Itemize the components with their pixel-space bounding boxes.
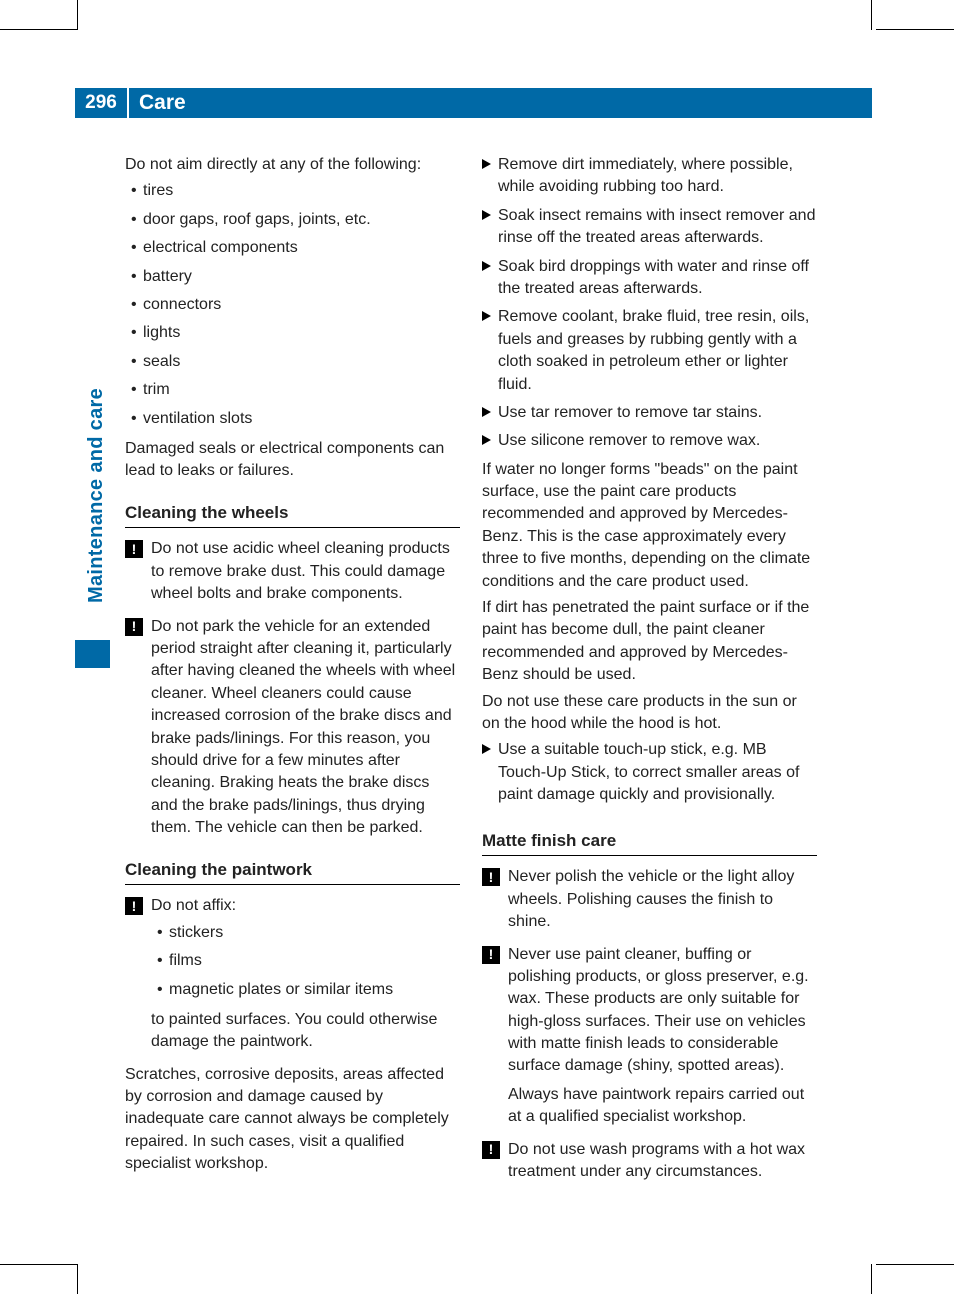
note-para: Never use paint cleaner, buffing or poli…: [508, 946, 809, 1075]
caution-icon: !: [482, 1139, 504, 1184]
step-text: Use a suitable touch-up stick, e.g. MB T…: [498, 739, 817, 806]
note-block: ! Do not park the vehicle for an extende…: [125, 616, 460, 840]
section-rule: [482, 855, 817, 856]
body-text: Do not use these care products in the su…: [482, 691, 817, 736]
note-text: Never use paint cleaner, buffing or poli…: [508, 944, 817, 1129]
page: 296 Care Maintenance and care Do not aim…: [0, 0, 954, 1294]
note-block: ! Never polish the vehicle or the light …: [482, 866, 817, 933]
crop-mark: [876, 29, 954, 30]
note-text: Do not park the vehicle for an extended …: [151, 616, 460, 840]
crop-mark: [876, 1264, 954, 1265]
body-text: If dirt has penetrated the paint surface…: [482, 597, 817, 687]
section-heading: Matte finish care: [482, 829, 817, 853]
caution-icon: !: [125, 538, 147, 605]
column-left: Do not aim directly at any of the follow…: [125, 154, 460, 1193]
note-block: ! Do not use wash programs with a hot wa…: [482, 1139, 817, 1184]
body-text: Do not aim directly at any of the follow…: [125, 154, 460, 176]
note-text: Do not affix: stickers films magnetic pl…: [151, 895, 460, 1053]
list-item: stickers: [151, 922, 460, 944]
step-item: Remove dirt immediately, where possible,…: [482, 154, 817, 199]
list-item: connectors: [125, 294, 460, 316]
note-text: Do not use acidic wheel cleaning product…: [151, 538, 460, 605]
section-heading: Cleaning the paintwork: [125, 858, 460, 882]
note-block: ! Do not use acidic wheel cleaning produ…: [125, 538, 460, 605]
content-area: Do not aim directly at any of the follow…: [125, 154, 922, 1193]
triangle-icon: [482, 159, 498, 199]
crop-mark: [77, 1264, 78, 1294]
side-tab-label: Maintenance and care: [85, 388, 108, 603]
column-right: Remove dirt immediately, where possible,…: [482, 154, 817, 1193]
step-item: Soak insect remains with insect remover …: [482, 205, 817, 250]
step-item: Soak bird droppings with water and rinse…: [482, 256, 817, 301]
triangle-icon: [482, 407, 498, 424]
list-item: ventilation slots: [125, 408, 460, 430]
list-item: trim: [125, 379, 460, 401]
crop-mark: [0, 29, 78, 30]
bullet-list: stickers films magnetic plates or simila…: [151, 922, 460, 1001]
side-tab-marker: [75, 640, 110, 668]
triangle-icon: [482, 744, 498, 806]
body-text: Scratches, corrosive deposits, areas aff…: [125, 1064, 460, 1176]
note-text: Do not use wash programs with a hot wax …: [508, 1139, 817, 1184]
step-text: Remove dirt immediately, where possible,…: [498, 154, 817, 199]
crop-mark: [77, 0, 78, 30]
section-rule: [125, 884, 460, 885]
step-text: Use silicone remover to remove wax.: [498, 430, 817, 452]
step-item: Use a suitable touch-up stick, e.g. MB T…: [482, 739, 817, 806]
body-text: Damaged seals or electrical components c…: [125, 438, 460, 483]
list-item: films: [151, 950, 460, 972]
list-item: lights: [125, 322, 460, 344]
list-item: magnetic plates or similar items: [151, 979, 460, 1001]
page-header: 296 Care: [75, 88, 872, 118]
list-item: tires: [125, 180, 460, 202]
bullet-list: tires door gaps, roof gaps, joints, etc.…: [125, 180, 460, 430]
triangle-icon: [482, 435, 498, 452]
caution-icon: !: [125, 616, 147, 840]
crop-mark: [871, 0, 872, 30]
page-number: 296: [75, 88, 127, 118]
page-title: Care: [129, 88, 872, 118]
note-tail: to painted surfaces. You could otherwise…: [151, 1011, 437, 1050]
note-lead: Do not affix:: [151, 897, 236, 914]
crop-mark: [0, 1264, 78, 1265]
caution-icon: !: [125, 895, 147, 1053]
step-item: Use silicone remover to remove wax.: [482, 430, 817, 452]
triangle-icon: [482, 311, 498, 396]
triangle-icon: [482, 261, 498, 301]
crop-mark: [871, 1264, 872, 1294]
step-text: Soak bird droppings with water and rinse…: [498, 256, 817, 301]
triangle-icon: [482, 210, 498, 250]
list-item: door gaps, roof gaps, joints, etc.: [125, 209, 460, 231]
caution-icon: !: [482, 866, 504, 933]
step-text: Soak insect remains with insect remover …: [498, 205, 817, 250]
note-para: Always have paintwork repairs carried ou…: [508, 1086, 804, 1125]
side-tab: Maintenance and care: [83, 388, 109, 638]
list-item: battery: [125, 266, 460, 288]
step-item: Remove coolant, brake fluid, tree resin,…: [482, 306, 817, 396]
step-text: Use tar remover to remove tar stains.: [498, 402, 817, 424]
note-block: ! Do not affix: stickers films magnetic …: [125, 895, 460, 1053]
list-item: electrical components: [125, 237, 460, 259]
note-block: ! Never use paint cleaner, buffing or po…: [482, 944, 817, 1129]
section-heading: Cleaning the wheels: [125, 501, 460, 525]
body-text: If water no longer forms "beads" on the …: [482, 459, 817, 593]
caution-icon: !: [482, 944, 504, 1129]
step-text: Remove coolant, brake fluid, tree resin,…: [498, 306, 817, 396]
note-text: Never polish the vehicle or the light al…: [508, 866, 817, 933]
list-item: seals: [125, 351, 460, 373]
section-rule: [125, 527, 460, 528]
step-item: Use tar remover to remove tar stains.: [482, 402, 817, 424]
